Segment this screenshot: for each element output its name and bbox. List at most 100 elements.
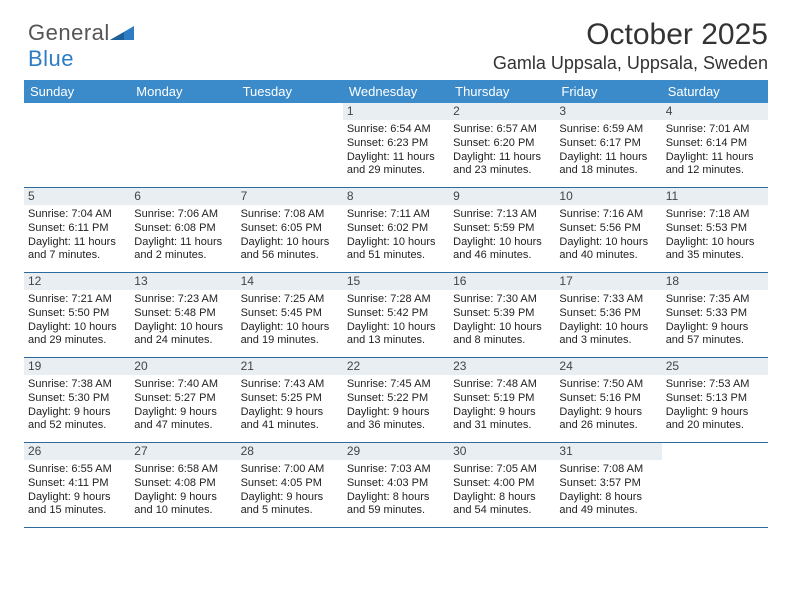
sunset-text: Sunset: 4:00 PM (453, 477, 551, 491)
sunrise-text: Sunrise: 7:45 AM (347, 378, 445, 392)
day-cell: 4Sunrise: 7:01 AMSunset: 6:14 PMDaylight… (662, 103, 768, 187)
daylight-text: Daylight: 9 hours and 20 minutes. (666, 406, 764, 434)
logo-text: General Blue (28, 20, 110, 71)
sunset-text: Sunset: 5:33 PM (666, 307, 764, 321)
day-number: 27 (130, 443, 236, 460)
sunrise-text: Sunrise: 7:35 AM (666, 293, 764, 307)
day-cell: 14Sunrise: 7:25 AMSunset: 5:45 PMDayligh… (237, 273, 343, 357)
sunset-text: Sunset: 6:20 PM (453, 137, 551, 151)
day-number: 2 (449, 103, 555, 120)
day-cell: 25Sunrise: 7:53 AMSunset: 5:13 PMDayligh… (662, 358, 768, 442)
day-number: 24 (555, 358, 661, 375)
logo: General Blue (28, 20, 110, 72)
sunset-text: Sunset: 6:17 PM (559, 137, 657, 151)
sunset-text: Sunset: 5:45 PM (241, 307, 339, 321)
sunset-text: Sunset: 5:59 PM (453, 222, 551, 236)
day-cell: 30Sunrise: 7:05 AMSunset: 4:00 PMDayligh… (449, 443, 555, 527)
day-number: 25 (662, 358, 768, 375)
sunrise-text: Sunrise: 7:23 AM (134, 293, 232, 307)
daylight-text: Daylight: 11 hours and 12 minutes. (666, 151, 764, 179)
sunrise-text: Sunrise: 7:50 AM (559, 378, 657, 392)
sunset-text: Sunset: 3:57 PM (559, 477, 657, 491)
daylight-text: Daylight: 9 hours and 52 minutes. (28, 406, 126, 434)
day-number: 5 (24, 188, 130, 205)
sunrise-text: Sunrise: 6:57 AM (453, 123, 551, 137)
day-cell: 21Sunrise: 7:43 AMSunset: 5:25 PMDayligh… (237, 358, 343, 442)
daylight-text: Daylight: 9 hours and 15 minutes. (28, 491, 126, 519)
day-number: 18 (662, 273, 768, 290)
sunset-text: Sunset: 4:05 PM (241, 477, 339, 491)
day-cell: 27Sunrise: 6:58 AMSunset: 4:08 PMDayligh… (130, 443, 236, 527)
sunset-text: Sunset: 5:13 PM (666, 392, 764, 406)
day-cell (24, 103, 130, 187)
day-number: 4 (662, 103, 768, 120)
sunrise-text: Sunrise: 7:25 AM (241, 293, 339, 307)
day-number: 29 (343, 443, 449, 460)
day-cell (662, 443, 768, 527)
sunset-text: Sunset: 5:50 PM (28, 307, 126, 321)
sunrise-text: Sunrise: 7:48 AM (453, 378, 551, 392)
sunrise-text: Sunrise: 7:11 AM (347, 208, 445, 222)
day-cell: 19Sunrise: 7:38 AMSunset: 5:30 PMDayligh… (24, 358, 130, 442)
daylight-text: Daylight: 10 hours and 13 minutes. (347, 321, 445, 349)
day-cell: 24Sunrise: 7:50 AMSunset: 5:16 PMDayligh… (555, 358, 661, 442)
day-cell: 8Sunrise: 7:11 AMSunset: 6:02 PMDaylight… (343, 188, 449, 272)
sunset-text: Sunset: 5:39 PM (453, 307, 551, 321)
day-number: 17 (555, 273, 661, 290)
day-number: 6 (130, 188, 236, 205)
day-number: 3 (555, 103, 661, 120)
daylight-text: Daylight: 10 hours and 24 minutes. (134, 321, 232, 349)
day-number: 28 (237, 443, 343, 460)
sunset-text: Sunset: 5:56 PM (559, 222, 657, 236)
sunrise-text: Sunrise: 6:58 AM (134, 463, 232, 477)
sunset-text: Sunset: 6:08 PM (134, 222, 232, 236)
day-number: 26 (24, 443, 130, 460)
day-cell: 18 Sunrise: 7:35 AMSunset: 5:33 PMDayligh… (662, 273, 768, 357)
day-number: 10 (555, 188, 661, 205)
day-number: 13 (130, 273, 236, 290)
day-cell: 11Sunrise: 7:18 AMSunset: 5:53 PMDayligh… (662, 188, 768, 272)
daylight-text: Daylight: 8 hours and 49 minutes. (559, 491, 657, 519)
calendar: SundayMondayTuesdayWednesdayThursdayFrid… (24, 80, 768, 528)
sunset-text: Sunset: 6:05 PM (241, 222, 339, 236)
daylight-text: Daylight: 11 hours and 23 minutes. (453, 151, 551, 179)
day-cell: 5Sunrise: 7:04 AMSunset: 6:11 PMDaylight… (24, 188, 130, 272)
day-cell: 7Sunrise: 7:08 AMSunset: 6:05 PMDaylight… (237, 188, 343, 272)
sunset-text: Sunset: 5:30 PM (28, 392, 126, 406)
sunrise-text: Sunrise: 7:13 AM (453, 208, 551, 222)
location-subtitle: Gamla Uppsala, Uppsala, Sweden (24, 53, 768, 74)
day-header: Monday (130, 80, 236, 103)
daylight-text: Daylight: 11 hours and 7 minutes. (28, 236, 126, 264)
day-cell: 9Sunrise: 7:13 AMSunset: 5:59 PMDaylight… (449, 188, 555, 272)
day-number: 21 (237, 358, 343, 375)
sunrise-text: Sunrise: 7:08 AM (559, 463, 657, 477)
day-cell: 13Sunrise: 7:23 AMSunset: 5:48 PMDayligh… (130, 273, 236, 357)
sunset-text: Sunset: 6:11 PM (28, 222, 126, 236)
daylight-text: Daylight: 9 hours and 57 minutes. (666, 321, 764, 349)
day-cell: 3Sunrise: 6:59 AMSunset: 6:17 PMDaylight… (555, 103, 661, 187)
daylight-text: Daylight: 10 hours and 51 minutes. (347, 236, 445, 264)
daylight-text: Daylight: 9 hours and 10 minutes. (134, 491, 232, 519)
week-row: 26Sunrise: 6:55 AMSunset: 4:11 PMDayligh… (24, 443, 768, 528)
daylight-text: Daylight: 8 hours and 59 minutes. (347, 491, 445, 519)
sunrise-text: Sunrise: 7:30 AM (453, 293, 551, 307)
sunset-text: Sunset: 5:36 PM (559, 307, 657, 321)
sunrise-text: Sunrise: 6:55 AM (28, 463, 126, 477)
sunset-text: Sunset: 5:22 PM (347, 392, 445, 406)
week-row: 5Sunrise: 7:04 AMSunset: 6:11 PMDaylight… (24, 188, 768, 273)
sunset-text: Sunset: 4:03 PM (347, 477, 445, 491)
day-cell (130, 103, 236, 187)
daylight-text: Daylight: 11 hours and 29 minutes. (347, 151, 445, 179)
day-number: 14 (237, 273, 343, 290)
sunrise-text: Sunrise: 7:06 AM (134, 208, 232, 222)
week-row: 1Sunrise: 6:54 AMSunset: 6:23 PMDaylight… (24, 103, 768, 188)
sunset-text: Sunset: 6:14 PM (666, 137, 764, 151)
day-cell: 12Sunrise: 7:21 AMSunset: 5:50 PMDayligh… (24, 273, 130, 357)
sunrise-text: Sunrise: 7:33 AM (559, 293, 657, 307)
day-header-row: SundayMondayTuesdayWednesdayThursdayFrid… (24, 80, 768, 103)
week-row: 19Sunrise: 7:38 AMSunset: 5:30 PMDayligh… (24, 358, 768, 443)
daylight-text: Daylight: 9 hours and 31 minutes. (453, 406, 551, 434)
day-cell (237, 103, 343, 187)
daylight-text: Daylight: 9 hours and 5 minutes. (241, 491, 339, 519)
sunset-text: Sunset: 5:16 PM (559, 392, 657, 406)
